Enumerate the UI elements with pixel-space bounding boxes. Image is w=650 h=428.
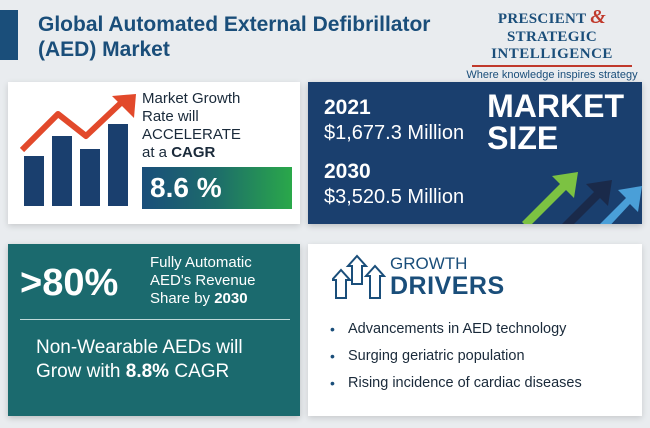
- page-title: Global Automated External Defibrillator …: [38, 13, 431, 61]
- driver-item: Surging geriatric population: [330, 343, 630, 370]
- share-year: 2030: [214, 290, 248, 307]
- logo-ampersand: &: [590, 6, 607, 28]
- driver-item: Rising incidence of cardiac diseases: [330, 370, 630, 397]
- market-size-label: MARKET SIZE: [487, 90, 624, 154]
- market-value-2021: $1,677.3 Million: [324, 122, 465, 144]
- growth-rate-card: Market Growth Rate will ACCELERATE at a …: [8, 82, 300, 224]
- logo-tagline: Where knowledge inspires strategy: [466, 69, 638, 81]
- growth-drivers-card: GROWTH DRIVERS Advancements in AED techn…: [308, 244, 642, 416]
- growth-line-3: ACCELERATE: [142, 126, 241, 143]
- cagr-value-badge: 8.6 %: [142, 167, 292, 209]
- logo-word-intelligence: INTELLIGENCE: [491, 46, 613, 62]
- share-line-1: Fully Automatic: [150, 254, 252, 271]
- market-year-2021: 2021: [324, 96, 371, 119]
- growth-drivers-label: GROWTH: [390, 254, 468, 273]
- logo-word-strategic: STRATEGIC: [507, 29, 597, 45]
- rising-arrows-icon: [522, 172, 642, 224]
- non-wearable-prefix: Grow with: [36, 361, 121, 382]
- drivers-list: Advancements in AED technology Surging g…: [330, 316, 630, 397]
- growth-line-4: at a CAGR: [142, 144, 292, 162]
- market-size-label-line-2: SIZE: [487, 120, 559, 156]
- share-line-3: Share by 2030: [150, 290, 295, 308]
- share-line-3-prefix: Share by: [150, 290, 211, 307]
- non-wearable-cagr-value: 8.8%: [125, 361, 170, 382]
- brand-logo: PRESCIENT & STRATEGIC INTELLIGENCE Where…: [458, 6, 646, 81]
- logo-line-1: PRESCIENT & STRATEGIC: [458, 6, 646, 46]
- logo-divider: [472, 65, 632, 67]
- title-accent-bar: [0, 10, 18, 60]
- growth-cagr-label: CAGR: [171, 144, 216, 161]
- growth-description: Market Growth Rate will ACCELERATE at a …: [142, 90, 292, 162]
- market-size-card: 2021 $1,677.3 Million 2030 $3,520.5 Mill…: [308, 82, 642, 224]
- growth-line-2: Rate will: [142, 108, 199, 125]
- growth-line-4-prefix: at a: [142, 144, 168, 161]
- share-line-2: AED's Revenue: [150, 272, 256, 289]
- share-percentage: >80%: [20, 262, 119, 304]
- growth-line-1: Market Growth: [142, 90, 241, 107]
- non-wearable-line-1: Non-Wearable AEDs will: [36, 337, 243, 358]
- non-wearable-line-2: Grow with 8.8% CAGR: [36, 360, 296, 384]
- revenue-share-card: >80% Fully Automatic AED's Revenue Share…: [8, 244, 300, 416]
- share-divider: [20, 319, 290, 320]
- non-wearable-growth: Non-Wearable AEDs will Grow with 8.8% CA…: [36, 336, 296, 384]
- non-wearable-suffix: CAGR: [174, 361, 230, 382]
- logo-word-prescient: PRESCIENT: [497, 11, 587, 27]
- growth-chart-icon: [20, 94, 136, 206]
- driver-item: Advancements in AED technology: [330, 316, 630, 343]
- market-value-2030: $3,520.5 Million: [324, 186, 465, 208]
- share-description: Fully Automatic AED's Revenue Share by 2…: [150, 254, 295, 308]
- growth-drivers-heading: DRIVERS: [390, 272, 505, 300]
- up-arrows-icon: [332, 254, 386, 299]
- market-year-2030: 2030: [324, 160, 371, 183]
- market-size-label-line-1: MARKET: [487, 88, 624, 124]
